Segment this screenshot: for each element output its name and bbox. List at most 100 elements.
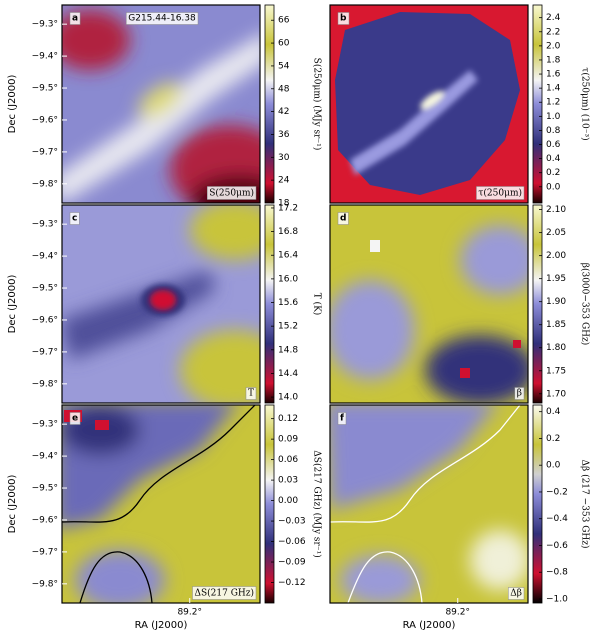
- colorbar-tick-label: 0.06: [278, 455, 298, 465]
- map-image: [62, 205, 260, 403]
- colorbar-tick-label: 0.00: [278, 496, 298, 506]
- y-tick-label: −9.3°: [32, 220, 58, 230]
- colorbar-tick-label: −0.2: [546, 487, 568, 497]
- colorbar-tick-label: 0.0: [546, 461, 561, 471]
- y-tick-label: −9.7°: [32, 147, 58, 157]
- colorbar-tick-label: 1.80: [546, 343, 566, 353]
- label-box: [207, 186, 257, 200]
- colorbar-tick-label: −0.06: [278, 537, 306, 547]
- colorbar-label: T (K): [312, 293, 323, 316]
- colorbar-tick-label: 16.4: [278, 251, 298, 261]
- label-box: [192, 586, 257, 600]
- y-tick-label: −9.8°: [32, 179, 58, 189]
- colorbar: [264, 204, 275, 404]
- colorbar-tick-label: 16.0: [278, 274, 298, 284]
- y-tick-label: −9.3°: [32, 20, 58, 30]
- colorbar-tick-label: 1.2: [546, 98, 560, 108]
- label-box: [337, 412, 347, 425]
- y-axis-label: Dec (J2000): [7, 75, 18, 134]
- label-box: [508, 587, 525, 600]
- colorbar-tick-label: −0.12: [278, 578, 306, 588]
- y-tick-label: −9.6°: [32, 515, 58, 525]
- y-tick-label: −9.8°: [32, 379, 58, 389]
- panel-label: d: [340, 214, 346, 224]
- colorbar-tick-label: 18: [278, 199, 290, 209]
- colorbar: [532, 4, 543, 204]
- annotation: Δβ: [510, 589, 522, 599]
- map-image: [62, 405, 260, 603]
- map-image: [330, 5, 528, 203]
- y-tick-label: −9.6°: [32, 115, 58, 125]
- panel-label: a: [72, 14, 78, 24]
- colorbar-label: S(250μm) (MJy sr⁻¹): [312, 58, 323, 151]
- panel-label: b: [340, 14, 347, 24]
- annotation: T: [248, 389, 254, 399]
- y-tick-label: −9.5°: [32, 484, 58, 494]
- colorbar: [532, 204, 543, 404]
- colorbar-tick-label: 1.8: [546, 55, 561, 65]
- annotation: β: [517, 389, 522, 399]
- label-box: [69, 12, 81, 25]
- x-axis-label: RA (J2000): [403, 620, 456, 631]
- y-axis-label: Dec (J2000): [7, 475, 18, 534]
- panel-frame: [61, 404, 261, 604]
- colorbar-tick-label: 1.75: [546, 366, 566, 376]
- colorbar-tick-label: 0.4: [546, 154, 561, 164]
- colorbar-tick-label: 2.10: [546, 205, 566, 215]
- colorbar-tick-label: 60: [278, 39, 290, 49]
- colorbar: [264, 404, 275, 604]
- colorbar-tick-label: 1.90: [546, 297, 566, 307]
- y-tick-label: −9.6°: [32, 315, 58, 325]
- colorbar-tick-label: −0.8: [546, 568, 568, 578]
- y-tick-label: −9.4°: [32, 452, 58, 462]
- y-tick-label: −9.5°: [32, 84, 58, 94]
- colorbar-tick-label: 0.2: [546, 434, 560, 444]
- x-axis-label: RA (J2000): [135, 620, 188, 631]
- colorbar-tick-label: 1.95: [546, 274, 566, 284]
- panel-label: f: [340, 414, 344, 424]
- label-box: [514, 387, 525, 400]
- colorbar-tick-label: 2.2: [546, 27, 560, 37]
- colorbar-tick-label: 30: [278, 153, 290, 163]
- annotation: τ(250μm): [478, 188, 522, 199]
- colorbar-tick-label: 1.4: [546, 84, 561, 94]
- x-tick-label: 89.2°: [177, 608, 202, 618]
- colorbar-tick-label: −1.0: [546, 594, 568, 604]
- colorbar-tick-label: −0.03: [278, 517, 306, 527]
- colorbar-tick-label: 1.0: [546, 112, 561, 122]
- y-axis-label: Dec (J2000): [7, 275, 18, 334]
- annotation: G215.44-16.38: [128, 14, 196, 24]
- colorbar-tick-label: −0.6: [546, 541, 568, 551]
- colorbar-tick-label: 14.8: [278, 345, 298, 355]
- y-tick-label: −9.3°: [32, 420, 58, 430]
- colorbar-tick-label: 15.6: [278, 298, 298, 308]
- colorbar-tick-label: 48: [278, 84, 290, 94]
- map-image: [330, 205, 528, 403]
- colorbar-tick-label: 0.03: [278, 476, 298, 486]
- label-box: [245, 387, 257, 400]
- colorbar-tick-label: −0.4: [546, 514, 568, 524]
- annotation: S(250μm): [209, 188, 254, 199]
- colorbar-tick-label: 1.70: [546, 389, 566, 399]
- colorbar-tick-label: 0.4: [546, 407, 561, 417]
- label-box: [337, 12, 350, 25]
- colorbar-tick-label: 0.09: [278, 435, 298, 445]
- label-box: [126, 12, 199, 25]
- colorbar-tick-label: 54: [278, 61, 290, 71]
- colorbar-tick-label: 1.6: [546, 70, 561, 80]
- panel-frame: [61, 4, 261, 204]
- panel-frame: [61, 204, 261, 404]
- colorbar: [264, 4, 275, 204]
- colorbar-tick-label: 16.8: [278, 227, 298, 237]
- label-box: [337, 212, 349, 225]
- colorbar-tick-label: 1.85: [546, 320, 566, 330]
- y-tick-label: −9.5°: [32, 284, 58, 294]
- label-box: [69, 412, 81, 425]
- colorbar-tick-label: 0.6: [546, 140, 561, 150]
- colorbar-label: Δβ (217 −353 GHz): [580, 460, 591, 549]
- colorbar-label: τ(250μm) (10⁻³): [580, 67, 591, 140]
- colorbar-tick-label: 17.2: [278, 203, 298, 213]
- colorbar-tick-label: 2.05: [546, 228, 566, 238]
- label-box: [69, 212, 80, 225]
